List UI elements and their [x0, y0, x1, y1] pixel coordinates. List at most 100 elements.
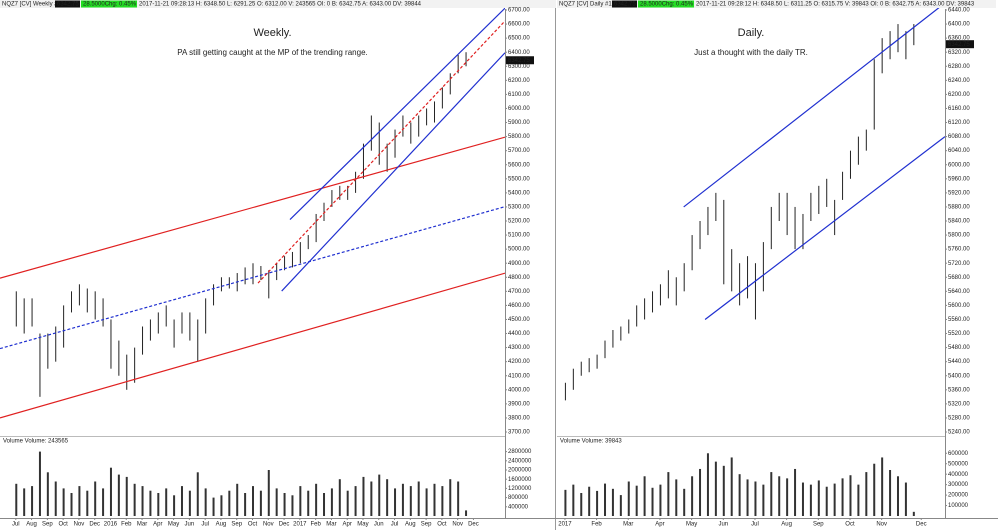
- volume-bar: [236, 483, 239, 516]
- y-tick-label: 6120.00: [948, 120, 970, 126]
- volume-bar: [691, 476, 694, 516]
- volume-bar: [857, 484, 860, 516]
- y-tick-label: 3700.00: [508, 430, 530, 436]
- last-price-box: [506, 56, 534, 65]
- y-tick-label: 5280.00: [948, 416, 970, 422]
- x-tick-label: Nov: [452, 522, 463, 528]
- volume-bar: [78, 486, 81, 516]
- volume-tick-label: 800000: [508, 495, 529, 501]
- volume-bar: [259, 490, 262, 516]
- volume-bar: [873, 463, 876, 516]
- y-tick-label: 5600.00: [508, 162, 530, 168]
- y-tick-label: 5480.00: [948, 345, 970, 351]
- y-tick-label: 4800.00: [508, 275, 530, 281]
- y-tick-label: 6000.00: [948, 162, 970, 168]
- volume-bar: [417, 481, 420, 516]
- volume-bar: [346, 490, 349, 516]
- y-tick-label: 6240.00: [948, 78, 970, 84]
- y-tick-label: 6000.00: [508, 106, 530, 112]
- x-tick-label: Mar: [137, 522, 147, 528]
- volume-bar: [307, 490, 310, 516]
- volume-bar: [714, 461, 717, 516]
- volume-bar: [141, 486, 144, 516]
- y-tick-label: 4200.00: [508, 359, 530, 365]
- volume-bar: [699, 468, 702, 516]
- volume-bar: [180, 486, 183, 516]
- volume-bar: [267, 470, 270, 516]
- x-tick-label: Jul: [751, 522, 759, 528]
- x-tick-label: Dec: [279, 522, 290, 528]
- header-bar: [557, 0, 996, 8]
- volume-bar: [125, 476, 128, 516]
- x-tick-label: Mar: [623, 522, 633, 528]
- volume-bar: [386, 479, 389, 516]
- y-tick-label: 4300.00: [508, 345, 530, 351]
- volume-bar: [849, 475, 852, 516]
- y-tick-label: 4600.00: [508, 303, 530, 309]
- volume-bar: [433, 483, 436, 516]
- volume-bar: [315, 483, 318, 516]
- x-tick-label: Aug: [26, 522, 37, 528]
- x-tick-label: Oct: [248, 522, 258, 528]
- header-info: 2017-11-21 09:28:13 H: 6348.50 L: 6291.2…: [139, 2, 422, 8]
- volume-bar: [619, 495, 622, 516]
- header-info: 2017-11-21 09:28:12 H: 6348.50 L: 6311.2…: [696, 2, 975, 8]
- x-tick-label: Dec: [468, 522, 479, 528]
- annotation: Just a thought with the daily TR.: [694, 48, 808, 57]
- x-tick-label: Sep: [813, 522, 824, 528]
- volume-bar: [323, 493, 326, 516]
- x-tick-label: Nov: [876, 522, 887, 528]
- x-tick-label: Oct: [437, 522, 447, 528]
- volume-bar: [117, 474, 120, 516]
- volume-bar: [643, 476, 646, 516]
- header-price: 6342.75: [614, 2, 636, 8]
- volume-bar: [188, 490, 191, 516]
- x-tick-label: Dec: [89, 522, 100, 528]
- volume-bar: [54, 481, 57, 516]
- y-tick-label: 3800.00: [508, 416, 530, 422]
- volume-tick-label: 600000: [948, 451, 969, 457]
- y-tick-label: 6360.00: [948, 36, 970, 42]
- volume-bar: [762, 484, 765, 516]
- x-tick-label: Dec: [916, 522, 927, 528]
- y-tick-label: 5880.00: [948, 205, 970, 211]
- volume-tick-label: 500000: [948, 461, 969, 467]
- volume-bar: [588, 486, 591, 516]
- volume-bar: [778, 476, 781, 516]
- volume-bar: [449, 479, 452, 516]
- volume-tick-label: 2400000: [508, 458, 532, 464]
- volume-bar: [833, 483, 836, 516]
- panel-title: Weekly.: [253, 27, 291, 39]
- x-tick-label: Feb: [591, 522, 602, 528]
- y-tick-label: 5000.00: [508, 247, 530, 253]
- y-tick-label: 5560.00: [948, 317, 970, 323]
- x-tick-label: 2016: [104, 522, 118, 528]
- y-tick-label: 5720.00: [948, 261, 970, 267]
- volume-bar: [94, 481, 97, 516]
- y-tick-label: 6300.00: [508, 64, 530, 70]
- y-tick-label: 6100.00: [508, 92, 530, 98]
- y-tick-label: 5300.00: [508, 205, 530, 211]
- volume-bar: [809, 484, 812, 516]
- change-box: [81, 0, 137, 8]
- change-box: [638, 0, 694, 8]
- volume-bar: [580, 493, 583, 516]
- volume-bar: [338, 479, 341, 516]
- y-tick-label: 4100.00: [508, 373, 530, 379]
- x-tick-label: May: [686, 522, 697, 528]
- x-tick-label: Sep: [421, 522, 432, 528]
- y-tick-label: 5680.00: [948, 275, 970, 281]
- x-tick-label: Sep: [42, 522, 53, 528]
- volume-bar: [611, 488, 614, 516]
- volume-tick-label: 2800000: [508, 449, 532, 455]
- header-symbol: NQZ7 [CV] Weekly #1: [2, 2, 62, 8]
- volume-bar: [378, 474, 381, 516]
- x-tick-label: Nov: [263, 522, 274, 528]
- panel-title: Daily.: [738, 27, 765, 39]
- volume-bar: [738, 474, 741, 516]
- x-tick-label: Jul: [391, 522, 399, 528]
- y-tick-label: 5760.00: [948, 247, 970, 253]
- y-tick-label: 6040.00: [948, 148, 970, 154]
- volume-bar: [228, 490, 231, 516]
